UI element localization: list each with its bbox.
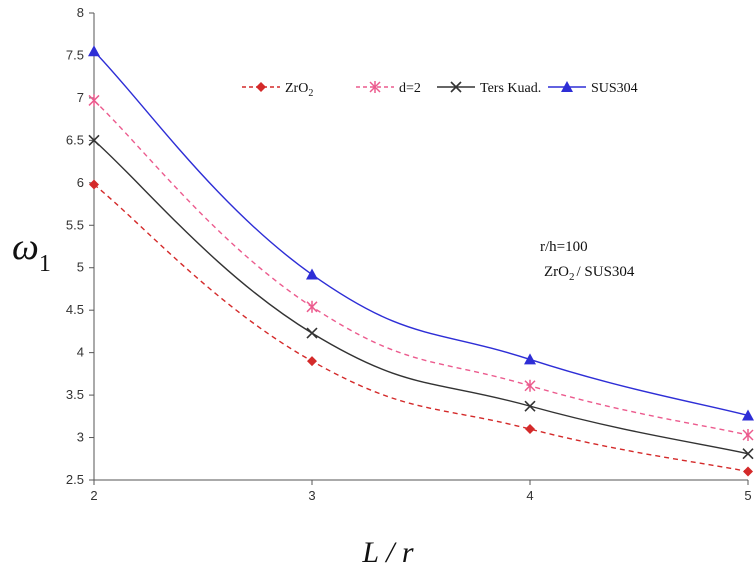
legend-marker (369, 81, 381, 93)
y-tick-label: 7 (77, 90, 84, 105)
data-point-s3-3 (742, 409, 754, 421)
axes-layer: 2.5 3 3.5 4 4.5 5 5.5 6 6.5 7 7.5 8 2 3 4 5 (66, 5, 752, 503)
legend-label-sub: 2 (308, 88, 313, 99)
legend-label: d=2 (399, 81, 421, 96)
data-point-s2-2 (524, 400, 536, 412)
data-point-s1-2 (524, 379, 536, 392)
y-tick-label: 3 (77, 430, 84, 445)
y-tick-label: 6 (77, 175, 84, 190)
y-tick-label: 5.5 (66, 217, 84, 232)
y-axis-title-sub: 1 (39, 251, 51, 277)
series-line-1 (93, 99, 749, 436)
data-point-s0-3 (743, 466, 753, 477)
y-tick-label: 6.5 (66, 132, 84, 147)
y-tick-label: 5 (77, 260, 84, 275)
annotation-material-b: / SUS304 (577, 264, 635, 280)
y-axis-title: ω1 (12, 226, 51, 277)
data-point-s0-0 (89, 179, 99, 190)
legend-label: Ters Kuad. (480, 81, 541, 96)
legend-item-1: d=2 (356, 81, 421, 96)
data-point-s2-1 (306, 327, 318, 339)
annotation-material: ZrO2/ SUS304 (544, 264, 635, 283)
x-tick-label: 2 (90, 488, 97, 503)
data-point-s3-0 (88, 45, 100, 57)
y-tick-label: 2.5 (66, 472, 84, 487)
y-tick-label: 7.5 (66, 47, 84, 62)
annotation-material-sub: 2 (569, 271, 575, 283)
data-point-s0-2 (525, 424, 535, 435)
series-line-2 (93, 139, 749, 455)
data-point-s3-2 (524, 353, 536, 365)
y-tick-label: 3.5 (66, 387, 84, 402)
legend-item-0: ZrO2 (242, 81, 313, 99)
y-tick-label: 8 (77, 5, 84, 20)
data-point-s2-3 (742, 448, 754, 460)
legend-item-2: Ters Kuad. (437, 81, 541, 96)
series-line-0 (93, 183, 749, 473)
annotation: r/h=100 ZrO2/ SUS304 (540, 239, 635, 283)
y-tick-label: 4.5 (66, 302, 84, 317)
legend-label-main: d=2 (399, 81, 421, 96)
legend-marker (450, 81, 462, 93)
x-tick-label: 3 (308, 488, 315, 503)
data-point-s1-3 (742, 428, 754, 441)
legend-item-3: SUS304 (548, 81, 638, 96)
y-axis-title-main: ω (12, 226, 39, 268)
legend-label: SUS304 (591, 81, 638, 96)
data-point-s2-0 (88, 134, 100, 146)
data-point-s1-1 (306, 300, 318, 313)
annotation-ratio: r/h=100 (540, 239, 588, 255)
legend-label: ZrO2 (285, 81, 313, 99)
legend-marker (256, 82, 266, 92)
y-tick-label: 4 (77, 345, 84, 360)
series-line-3 (93, 50, 749, 417)
series-layer (88, 45, 754, 477)
legend-label-main: Ters Kuad. (480, 81, 541, 96)
legend: ZrO2 d=2 Ters Kuad. SUS304 (242, 81, 638, 99)
x-axis-title: L / r (361, 536, 413, 569)
legend-label-main: ZrO (285, 81, 308, 96)
data-point-s0-1 (307, 356, 317, 367)
legend-marker (561, 81, 573, 92)
data-point-s1-0 (88, 94, 100, 107)
annotation-material-a: ZrO (544, 264, 569, 280)
x-tick-label: 4 (526, 488, 533, 503)
x-tick-label: 5 (744, 488, 751, 503)
legend-label-main: SUS304 (591, 81, 638, 96)
data-point-s3-1 (306, 268, 318, 280)
